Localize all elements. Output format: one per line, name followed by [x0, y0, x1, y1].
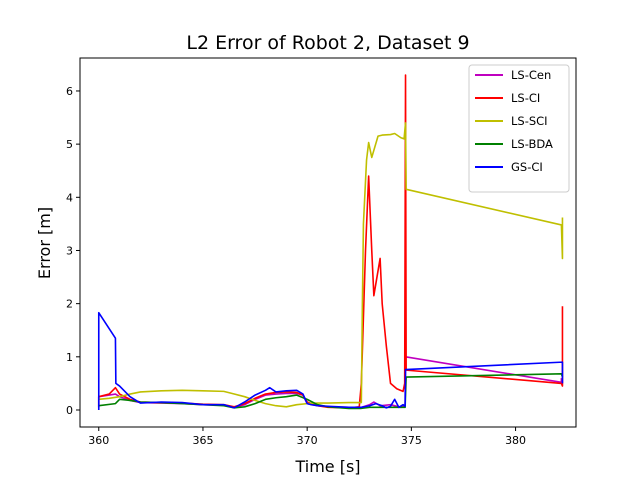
- legend: LS-Cen LS-CI LS-SCI LS-BDA GS-CI: [468, 64, 570, 193]
- y-tick-label: 6: [66, 85, 73, 98]
- y-tick-label: 3: [66, 244, 73, 257]
- legend-label-ls-ci: LS-CI: [511, 91, 540, 105]
- chart-title: L2 Error of Robot 2, Dataset 9: [186, 32, 469, 54]
- series-line-ls-cen: [97, 356, 563, 409]
- y-axis-label: Error [m]: [35, 207, 54, 279]
- x-axis-ticks: 360 365 370 375 380: [88, 427, 526, 447]
- y-axis-ticks: 0 1 2 3 4 5 6: [66, 85, 80, 417]
- y-tick-label: 1: [66, 351, 73, 364]
- series-line-gs-ci: [97, 311, 564, 410]
- legend-label-ls-cen: LS-Cen: [511, 68, 551, 82]
- x-tick-label: 360: [88, 434, 109, 447]
- x-tick-label: 370: [297, 434, 318, 447]
- plot-lines: [97, 74, 564, 410]
- x-axis-label: Time [s]: [294, 457, 360, 476]
- legend-label-gs-ci: GS-CI: [511, 160, 543, 174]
- y-tick-label: 4: [66, 191, 73, 204]
- plot-frame: [79, 57, 577, 428]
- x-tick-label: 365: [192, 434, 213, 447]
- x-tick-label: 380: [505, 434, 526, 447]
- y-tick-label: 5: [66, 138, 73, 151]
- legend-label-ls-sci: LS-SCI: [511, 114, 548, 128]
- legend-label-ls-bda: LS-BDA: [511, 137, 553, 151]
- y-tick-label: 0: [66, 404, 73, 417]
- series-line-ls-sci: [98, 122, 564, 408]
- legend-box: [468, 64, 570, 193]
- y-tick-label: 2: [66, 298, 73, 311]
- x-tick-label: 375: [401, 434, 422, 447]
